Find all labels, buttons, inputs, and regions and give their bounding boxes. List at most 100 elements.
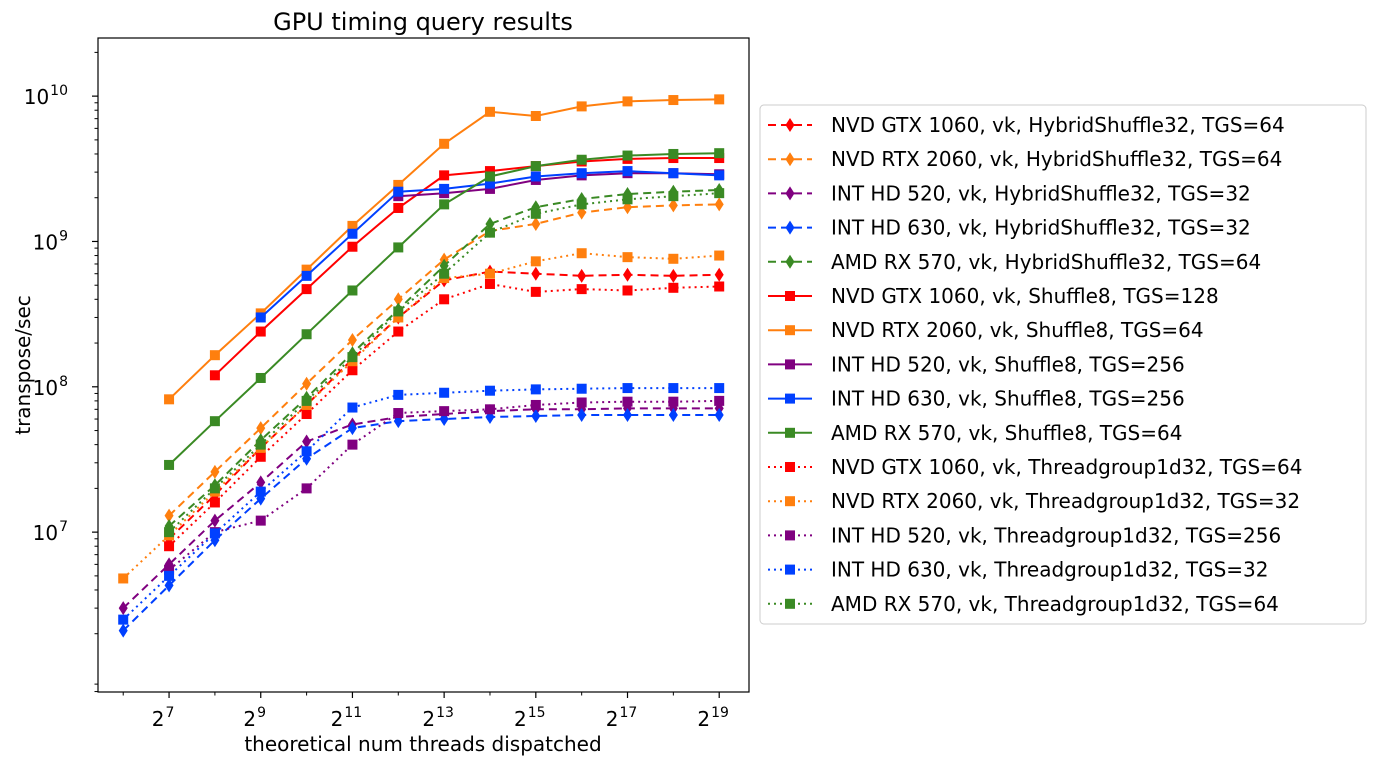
data-point	[164, 578, 174, 593]
data-point	[439, 406, 450, 417]
series-7	[164, 94, 725, 405]
data-point	[164, 570, 175, 581]
legend-marker	[785, 359, 795, 370]
legend-item: NVD RTX 2060, vk, Shuffle8, TGS=64	[768, 318, 1204, 342]
legend-marker	[785, 393, 795, 404]
data-point	[302, 434, 312, 449]
legend-item: NVD GTX 1060, vk, Shuffle8, TGS=128	[768, 284, 1219, 308]
data-point	[714, 188, 725, 199]
legend-label: INT HD 630, vk, Shuffle8, TGS=256	[831, 387, 1185, 411]
legend-label: NVD GTX 1060, vk, HybridShuffle32, TGS=6…	[831, 113, 1285, 137]
legend-label: INT HD 520, vk, HybridShuffle32, TGS=32	[831, 181, 1251, 205]
data-point	[347, 402, 358, 413]
legend-item: AMD RX 570, vk, Shuffle8, TGS=64	[768, 421, 1182, 445]
data-point	[668, 191, 679, 202]
data-point	[484, 385, 495, 396]
data-point	[531, 408, 541, 423]
data-point	[714, 383, 725, 394]
data-point	[622, 96, 633, 107]
legend-marker	[785, 291, 795, 301]
legend-label: AMD RX 570, vk, Shuffle8, TGS=64	[831, 421, 1182, 445]
series-line	[122, 252, 720, 580]
data-point	[530, 208, 541, 219]
y-tick-label: 107	[33, 519, 68, 545]
data-point	[393, 408, 404, 419]
legend-item: INT HD 630, vk, HybridShuffle32, TGS=32	[768, 216, 1251, 240]
legend-marker	[785, 462, 795, 472]
data-point	[164, 508, 174, 523]
data-point	[622, 252, 633, 263]
legend-item: NVD GTX 1060, vk, HybridShuffle32, TGS=6…	[768, 113, 1285, 137]
series-line	[122, 414, 720, 632]
data-point	[393, 389, 404, 400]
series-line	[168, 270, 720, 540]
data-point	[301, 264, 312, 275]
data-point	[301, 284, 312, 295]
data-point	[164, 459, 175, 470]
legend-marker	[785, 118, 795, 132]
data-point	[714, 281, 725, 292]
data-point	[668, 198, 678, 213]
data-point	[164, 527, 175, 538]
data-point	[209, 370, 220, 381]
chart-title: GPU timing query results	[273, 8, 573, 36]
y-axis-ticks: 107 108 109 1010	[24, 51, 98, 693]
data-point	[393, 202, 404, 213]
data-point	[530, 161, 541, 172]
data-point	[255, 439, 266, 450]
legend-item: INT HD 630, vk, Shuffle8, TGS=256	[768, 387, 1185, 411]
data-point	[530, 110, 541, 121]
series-line	[168, 192, 720, 533]
data-point	[484, 106, 495, 117]
data-point	[347, 421, 357, 436]
data-point	[347, 332, 357, 347]
data-point	[668, 268, 678, 283]
legend-item: NVD RTX 2060, vk, Threadgroup1d32, TGS=3…	[768, 489, 1300, 513]
data-point	[347, 220, 358, 231]
legend-label: INT HD 520, vk, Shuffle8, TGS=256	[831, 352, 1185, 376]
data-point	[118, 601, 128, 616]
data-point	[439, 268, 450, 279]
data-point	[484, 171, 495, 182]
data-point	[439, 170, 450, 181]
x-tick-label: 29	[243, 705, 266, 731]
legend-marker	[785, 325, 795, 336]
data-point	[393, 179, 404, 190]
data-point	[531, 216, 541, 231]
legend-item: AMD RX 570, vk, Threadgroup1d32, TGS=64	[768, 592, 1279, 616]
x-axis-label: theoretical num threads dispatched	[244, 732, 601, 756]
x-tick-label: 211	[331, 705, 363, 731]
plot-series	[118, 94, 725, 638]
data-point	[164, 541, 175, 552]
legend-label: INT HD 520, vk, Threadgroup1d32, TGS=256	[831, 523, 1281, 547]
data-point	[623, 407, 633, 422]
data-point	[714, 197, 724, 212]
data-point	[301, 483, 312, 494]
legend-marker	[785, 186, 795, 201]
data-point	[622, 383, 633, 394]
series-line	[214, 157, 720, 377]
legend-item: NVD GTX 1060, vk, Threadgroup1d32, TGS=6…	[768, 455, 1302, 479]
data-point	[576, 284, 587, 295]
data-point	[530, 286, 541, 297]
data-point	[484, 227, 495, 238]
data-point	[209, 483, 220, 494]
data-point	[301, 408, 312, 419]
data-point	[484, 183, 495, 194]
data-point	[347, 228, 358, 239]
legend-label: NVD GTX 1060, vk, Threadgroup1d32, TGS=6…	[831, 455, 1302, 479]
legend-item: INT HD 630, vk, Threadgroup1d32, TGS=32	[768, 558, 1268, 582]
data-point	[347, 352, 358, 363]
series-9	[255, 166, 725, 323]
data-point	[301, 329, 312, 340]
data-point	[209, 350, 220, 361]
data-point	[622, 396, 633, 407]
data-point	[255, 312, 266, 323]
data-point	[484, 178, 495, 189]
data-point	[439, 138, 450, 149]
data-point	[393, 312, 404, 323]
data-point	[393, 186, 404, 197]
data-point	[577, 268, 587, 283]
series-5	[164, 183, 724, 534]
